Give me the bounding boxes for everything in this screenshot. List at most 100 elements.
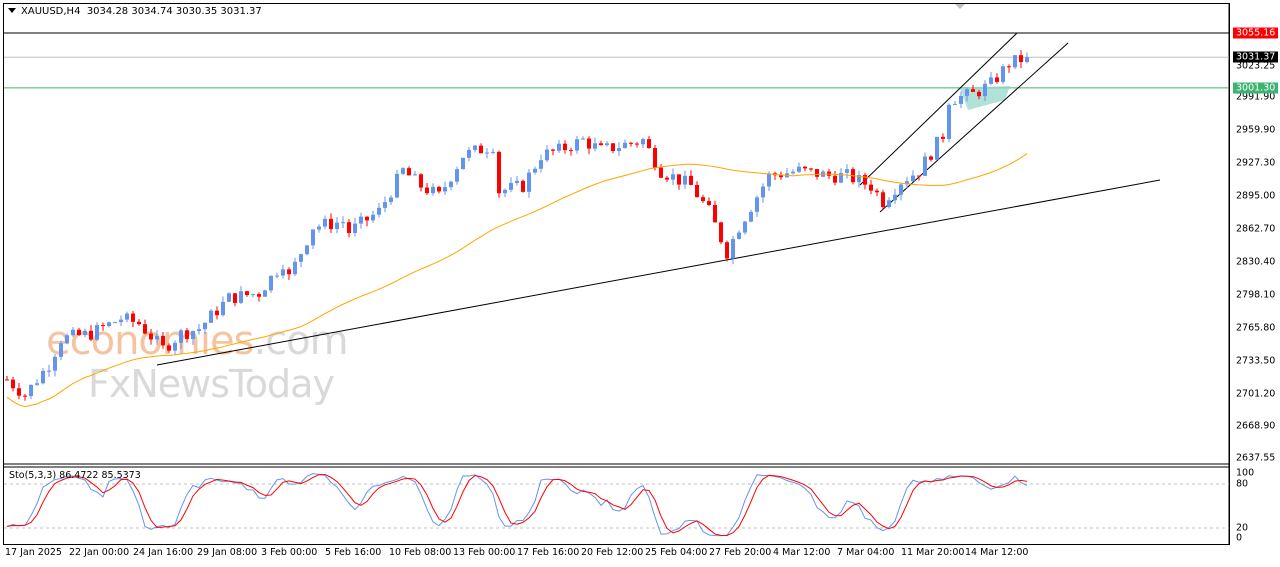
candle[interactable] — [335, 222, 339, 230]
candle[interactable] — [35, 383, 39, 385]
candle[interactable] — [623, 142, 627, 149]
candle[interactable] — [833, 175, 837, 183]
candle[interactable] — [893, 194, 897, 201]
candle[interactable] — [239, 291, 243, 303]
candle[interactable] — [587, 138, 591, 149]
candle[interactable] — [245, 291, 249, 296]
candle[interactable] — [167, 345, 171, 351]
candle[interactable] — [197, 329, 201, 332]
candle[interactable] — [371, 214, 375, 221]
candle[interactable] — [803, 166, 807, 169]
candle[interactable] — [287, 269, 291, 275]
candle[interactable] — [107, 322, 111, 327]
candle[interactable] — [137, 321, 141, 325]
candle[interactable] — [791, 171, 795, 174]
candle[interactable] — [557, 143, 561, 151]
candle[interactable] — [401, 168, 405, 174]
candle[interactable] — [5, 379, 9, 381]
candle[interactable] — [359, 216, 363, 224]
candle[interactable] — [311, 229, 315, 246]
candle[interactable] — [953, 103, 957, 105]
candle[interactable] — [497, 151, 501, 194]
candle[interactable] — [605, 143, 609, 146]
candle[interactable] — [275, 275, 279, 277]
candle[interactable] — [989, 77, 993, 84]
candle[interactable] — [155, 335, 159, 340]
candle[interactable] — [53, 356, 57, 371]
candle[interactable] — [17, 388, 21, 396]
candle[interactable] — [635, 143, 639, 145]
candle[interactable] — [887, 200, 891, 208]
candle[interactable] — [917, 175, 921, 177]
candle[interactable] — [779, 175, 783, 178]
candle[interactable] — [941, 136, 945, 139]
candle[interactable] — [869, 184, 873, 191]
candle[interactable] — [341, 222, 345, 224]
candle[interactable] — [437, 186, 441, 192]
candle[interactable] — [503, 189, 507, 194]
channel-upper-line[interactable] — [859, 32, 1018, 186]
candle[interactable] — [443, 187, 447, 192]
candle[interactable] — [269, 275, 273, 291]
candle[interactable] — [455, 169, 459, 182]
candle[interactable] — [305, 245, 309, 255]
candle[interactable] — [761, 186, 765, 198]
candle[interactable] — [593, 143, 597, 149]
candle[interactable] — [209, 310, 213, 323]
candle[interactable] — [677, 174, 681, 185]
candle[interactable] — [1019, 55, 1023, 63]
candle[interactable] — [101, 325, 105, 327]
candle[interactable] — [881, 192, 885, 208]
candle[interactable] — [575, 139, 579, 151]
candle[interactable] — [611, 143, 615, 152]
candle[interactable] — [365, 216, 369, 221]
dropdown-triangle-icon[interactable] — [8, 8, 16, 13]
candle[interactable] — [71, 329, 75, 336]
candle[interactable] — [569, 150, 573, 152]
candle[interactable] — [755, 197, 759, 212]
candle[interactable] — [707, 201, 711, 206]
candle[interactable] — [767, 173, 771, 187]
candle[interactable] — [899, 184, 903, 195]
candle[interactable] — [383, 202, 387, 208]
candle[interactable] — [965, 89, 969, 96]
candle[interactable] — [419, 174, 423, 188]
candle[interactable] — [251, 294, 255, 296]
candle[interactable] — [731, 238, 735, 259]
candle[interactable] — [857, 175, 861, 183]
candle[interactable] — [461, 157, 465, 170]
candle[interactable] — [89, 330, 93, 340]
candle[interactable] — [581, 138, 585, 140]
candle[interactable] — [479, 145, 483, 154]
candle[interactable] — [875, 190, 879, 193]
candle[interactable] — [395, 173, 399, 198]
candle[interactable] — [563, 143, 567, 151]
candle[interactable] — [665, 177, 669, 180]
candle[interactable] — [83, 330, 87, 336]
candle[interactable] — [863, 175, 867, 185]
candle[interactable] — [617, 148, 621, 152]
candle[interactable] — [11, 379, 15, 389]
candle[interactable] — [527, 172, 531, 192]
candle[interactable] — [485, 152, 489, 154]
candle[interactable] — [905, 181, 909, 185]
candle[interactable] — [221, 301, 225, 316]
candle[interactable] — [125, 313, 129, 320]
candle[interactable] — [929, 156, 933, 160]
candle[interactable] — [389, 197, 393, 203]
candle[interactable] — [959, 95, 963, 104]
trendline-support[interactable] — [156, 179, 1161, 366]
candle[interactable] — [977, 91, 981, 97]
candle[interactable] — [449, 181, 453, 188]
candle[interactable] — [1025, 57, 1029, 63]
candle[interactable] — [353, 223, 357, 233]
candle[interactable] — [191, 331, 195, 339]
candle[interactable] — [647, 139, 651, 149]
candle[interactable] — [971, 89, 975, 92]
candle[interactable] — [983, 83, 987, 97]
candle[interactable] — [407, 168, 411, 176]
candle[interactable] — [719, 222, 723, 243]
candle[interactable] — [539, 160, 543, 169]
candle[interactable] — [935, 136, 939, 160]
